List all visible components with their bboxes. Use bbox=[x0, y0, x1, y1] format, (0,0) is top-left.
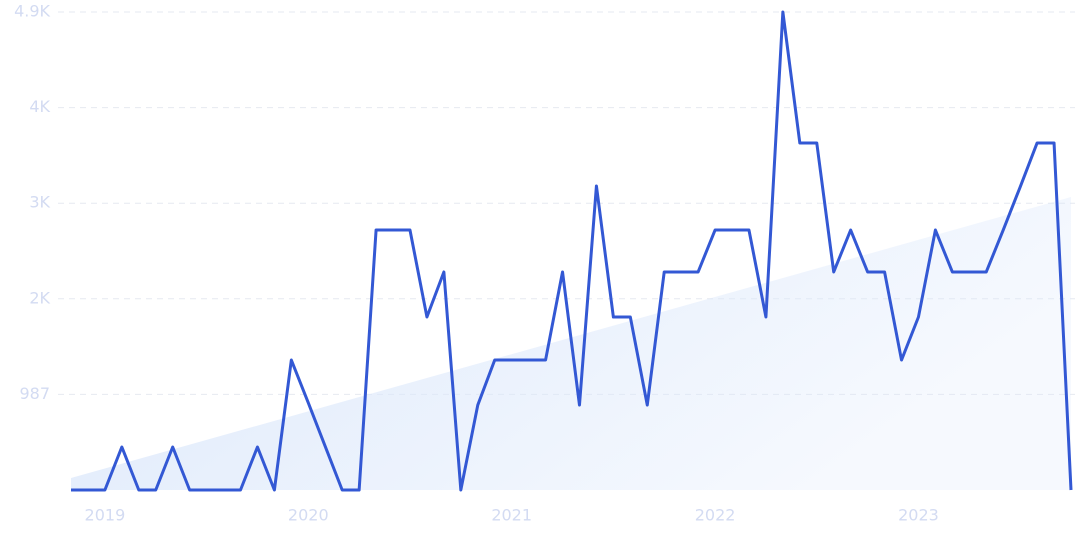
y-tick-label: 3K bbox=[29, 193, 50, 212]
x-tick-label: 2019 bbox=[85, 506, 126, 525]
line bbox=[71, 10, 1073, 492]
y-tick-label: 2K bbox=[29, 288, 50, 307]
y-tick-label: 987 bbox=[19, 384, 50, 403]
y-tick-label: 4K bbox=[29, 97, 50, 116]
y-tick-label: 4.9K bbox=[14, 2, 50, 21]
x-tick-label: 2020 bbox=[288, 506, 329, 525]
x-tick-label: 2021 bbox=[491, 506, 532, 525]
x-tick-label: 2023 bbox=[898, 506, 939, 525]
x-tick-label: 2022 bbox=[695, 506, 736, 525]
